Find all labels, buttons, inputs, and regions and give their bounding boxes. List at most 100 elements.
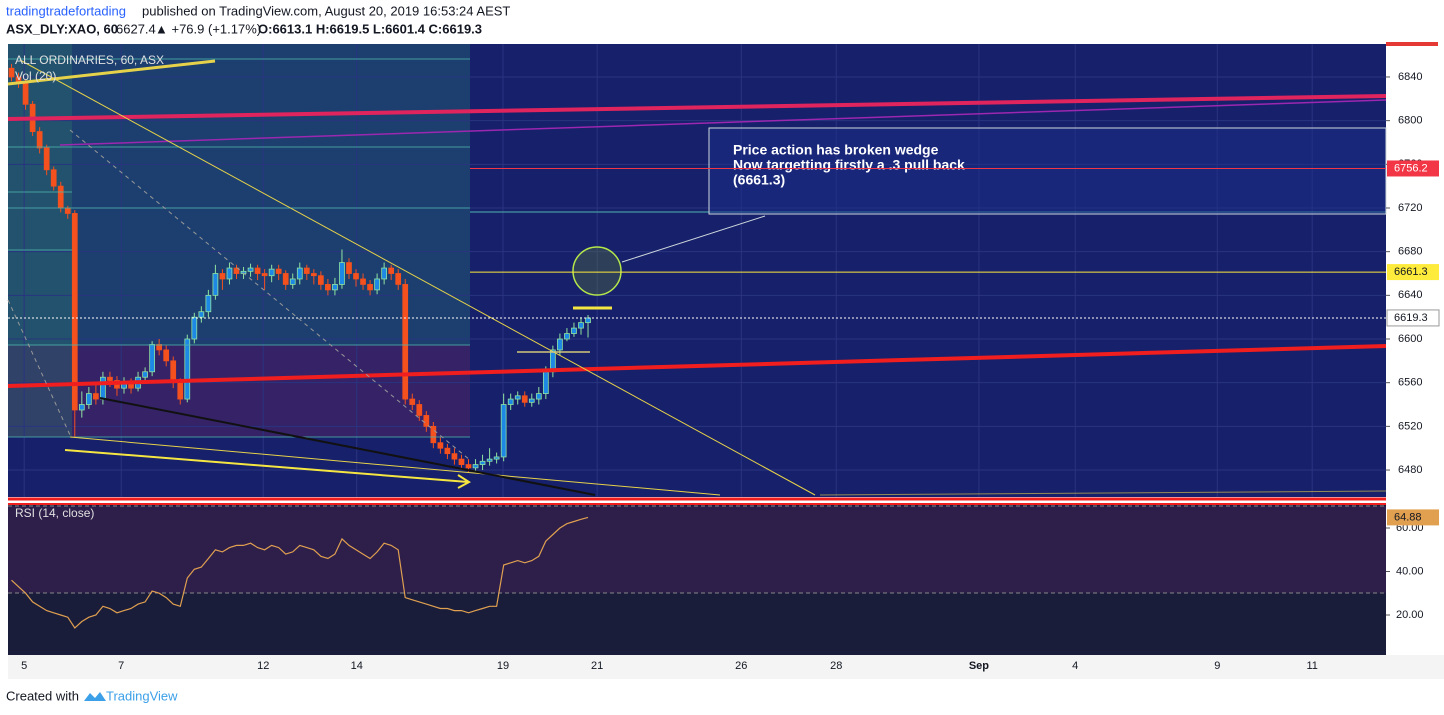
published: published on TradingView.com, August 20,… <box>142 3 510 18</box>
candle-body <box>571 327 577 334</box>
candle-body <box>514 395 521 400</box>
x-tick-label: 19 <box>497 660 509 672</box>
rsi-title: RSI (14, close) <box>15 506 94 520</box>
x-tick-label: 5 <box>21 660 27 672</box>
author[interactable]: tradingtradefortading <box>6 3 126 18</box>
candle-body <box>198 311 205 318</box>
candle-body <box>78 404 85 411</box>
candle-body <box>212 273 219 296</box>
x-tick-label: Sep <box>969 660 989 672</box>
time-scale <box>8 655 1444 679</box>
candle-body <box>22 82 29 105</box>
candle-body <box>8 67 15 78</box>
x-tick-label: 12 <box>257 660 269 672</box>
candle-body <box>57 185 64 209</box>
y-tick-label: 6800 <box>1398 115 1422 127</box>
y-tick-label: 6680 <box>1398 246 1422 258</box>
candle-body <box>437 442 444 449</box>
candle-body <box>564 333 570 340</box>
rsi-marker-label: 64.88 <box>1394 511 1422 523</box>
candle-body <box>275 268 282 274</box>
candle-body <box>282 273 289 285</box>
y-tick-label: 6560 <box>1398 377 1422 389</box>
candle-body <box>521 395 528 403</box>
chart-title: ALL ORDINARIES, 60, ASX <box>15 53 164 67</box>
candle-body <box>507 398 514 405</box>
candle-body <box>353 273 359 280</box>
candle-body <box>318 275 324 285</box>
candle-body <box>261 273 268 277</box>
candle-body <box>219 273 226 280</box>
candle-body <box>254 267 261 274</box>
candle-body <box>184 338 191 400</box>
candle-body <box>402 284 409 400</box>
candle-body <box>149 344 155 373</box>
candle-body <box>36 131 43 149</box>
candle-body <box>458 458 465 465</box>
candle-body <box>142 371 148 378</box>
y-tick-label: 6840 <box>1398 71 1422 83</box>
rsi-marker <box>1387 509 1439 526</box>
candle-body <box>500 404 507 458</box>
candle-body <box>100 376 106 400</box>
footer-brand[interactable]: TradingView <box>106 688 178 703</box>
candle-body <box>479 460 486 465</box>
y-tick-label: 6720 <box>1398 202 1422 214</box>
candle-body <box>233 267 240 274</box>
candle-body <box>465 464 472 469</box>
x-tick-label: 21 <box>591 660 603 672</box>
candle-body <box>578 322 584 329</box>
ohlc: O:6613.1 H:6619.5 L:6601.4 C:6619.3 <box>258 21 482 36</box>
candle-body <box>444 447 451 455</box>
candle-body <box>332 284 338 291</box>
rsi-band <box>8 506 1386 593</box>
candle-body <box>339 262 345 285</box>
x-tick-label: 9 <box>1214 660 1220 672</box>
volume-label: Vol (20) <box>15 69 56 83</box>
annotation: (6661.3) <box>733 172 785 188</box>
fib-zone-lower <box>8 345 470 437</box>
fib-zone-upper <box>8 44 470 345</box>
candle-body <box>493 456 500 460</box>
plot <box>8 44 1386 497</box>
candle-body <box>381 267 387 280</box>
y-tick-label: 6600 <box>1398 333 1422 345</box>
last-price: 6627.4 <box>116 21 156 36</box>
price-scale <box>1386 44 1444 655</box>
y-tick-label: 40.00 <box>1396 565 1424 577</box>
candle-body <box>374 278 380 291</box>
price-marker <box>1386 309 1440 327</box>
y-tick-label: 6640 <box>1398 289 1422 301</box>
price-marker <box>1387 264 1439 281</box>
candle-body <box>177 382 184 400</box>
candle-body <box>43 147 50 171</box>
candle-body <box>423 415 430 427</box>
fib-zone-left <box>8 44 72 437</box>
x-tick-label: 26 <box>735 660 747 672</box>
x-tick-label: 28 <box>830 660 842 672</box>
candle-body <box>557 338 563 351</box>
candle-body <box>64 207 71 214</box>
logo <box>84 692 106 701</box>
y-tick-label: 20.00 <box>1396 609 1424 621</box>
candle-body <box>163 349 170 362</box>
candle-body <box>486 458 493 462</box>
candle-body <box>395 273 402 285</box>
candle-body <box>268 268 275 277</box>
candle-body <box>50 169 57 187</box>
price-marker-label: 6661.3 <box>1394 266 1428 278</box>
candle-body <box>585 317 591 324</box>
scale-marker <box>1386 42 1438 46</box>
candle-body <box>472 464 479 469</box>
x-tick-label: 14 <box>351 660 363 672</box>
y-tick-label: 6480 <box>1398 464 1422 476</box>
x-tick-label: 11 <box>1306 660 1317 672</box>
annotation: Now targetting firstly a .3 pull back <box>733 157 965 173</box>
candle-body <box>430 425 437 444</box>
candle-body <box>289 278 296 285</box>
candle-body <box>367 284 373 291</box>
candle-body <box>451 453 458 460</box>
candle-body <box>85 393 92 405</box>
annotation: Price action has broken wedge <box>733 142 939 158</box>
